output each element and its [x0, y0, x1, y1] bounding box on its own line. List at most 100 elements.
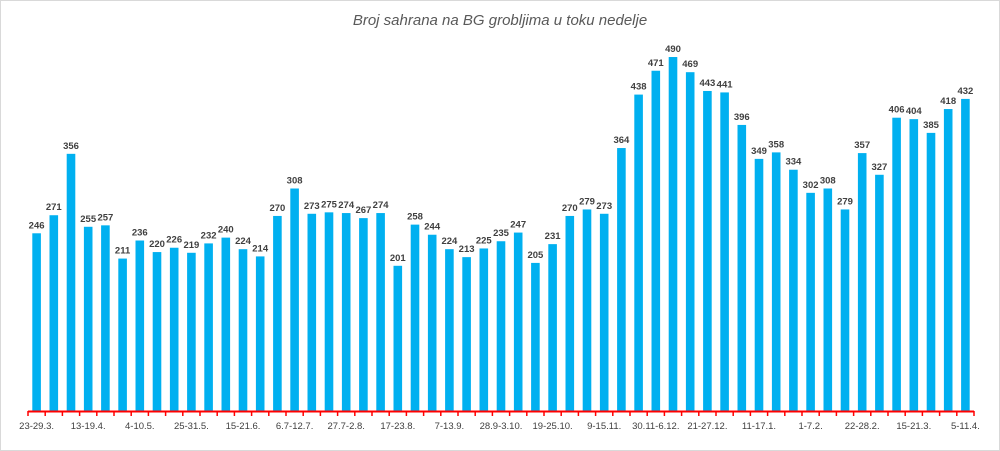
bar — [410, 224, 420, 411]
x-tick-label: 4-10.5. — [125, 421, 155, 432]
bar-value-label: 273 — [304, 201, 320, 212]
bar-value-label: 406 — [889, 105, 905, 116]
bar-value-label: 441 — [717, 79, 734, 90]
x-tick-label: 7-13.9. — [435, 421, 465, 432]
bar-value-label: 267 — [355, 205, 371, 216]
bar — [427, 234, 437, 411]
bar-value-label: 224 — [235, 236, 252, 247]
bar-value-label: 404 — [906, 106, 923, 117]
x-tick-label: 17-23.8. — [380, 421, 415, 432]
bar — [66, 153, 76, 411]
bar — [582, 209, 592, 411]
bar — [771, 152, 781, 411]
bar-value-label: 438 — [631, 82, 647, 93]
bar-value-label: 224 — [441, 236, 458, 247]
bar-value-label: 236 — [132, 228, 148, 239]
bar-value-label: 279 — [837, 196, 853, 207]
bar-value-label: 270 — [562, 203, 578, 214]
bar — [204, 243, 213, 411]
bar-value-label: 258 — [407, 212, 423, 223]
bar — [324, 212, 334, 411]
bar — [634, 94, 643, 411]
x-tick-label: 13-19.4. — [71, 421, 106, 432]
bar-value-label: 274 — [373, 200, 390, 211]
bar-value-label: 211 — [115, 246, 131, 257]
bar-value-label: 235 — [493, 228, 510, 239]
bar-value-label: 356 — [63, 141, 79, 152]
bar — [617, 148, 626, 412]
x-axis — [27, 410, 975, 416]
bar — [307, 213, 317, 411]
bar — [513, 232, 523, 411]
bar — [599, 213, 609, 411]
bar-value-label: 275 — [321, 199, 338, 210]
x-tick-label: 23-29.3. — [19, 421, 54, 432]
bar-value-label: 364 — [613, 135, 630, 146]
bar-value-label: 244 — [424, 222, 441, 233]
x-tick-label: 30.11-6.12. — [632, 421, 679, 432]
x-tick-labels-layer: 23-29.3. 13-19.4. 4-10.5. 25-31.5. 15-21.6. 6… — [19, 421, 980, 432]
bar — [32, 233, 41, 411]
bar-value-label: 213 — [459, 244, 475, 255]
x-tick-label: 6.7-12.7. — [276, 421, 314, 432]
bar — [651, 70, 661, 411]
bar — [943, 109, 953, 411]
bar — [961, 98, 970, 412]
x-tick-label: 5-11.4. — [951, 421, 980, 432]
x-tick-label: 28.9-3.10. — [480, 421, 523, 432]
bar-value-label: 255 — [80, 214, 97, 225]
bar — [479, 248, 489, 411]
bar — [840, 209, 850, 411]
bar — [565, 215, 575, 411]
bar — [496, 241, 506, 411]
x-tick-label: 9-15.11. — [587, 421, 621, 432]
bar-value-label: 334 — [785, 157, 802, 168]
bar — [823, 188, 833, 411]
bar — [531, 262, 540, 411]
bars-layer — [32, 57, 970, 412]
bar-value-label: 327 — [871, 162, 887, 173]
bar — [668, 57, 678, 412]
bar — [548, 244, 557, 411]
x-tick-label: 22-28.2. — [845, 421, 880, 432]
bar — [703, 90, 712, 411]
bar-value-label: 396 — [734, 112, 750, 123]
bar — [685, 72, 695, 411]
bar — [152, 252, 162, 411]
bar — [118, 258, 127, 411]
bar — [169, 247, 179, 411]
bar-value-label: 274 — [338, 200, 355, 211]
bar-value-label: 201 — [390, 253, 407, 264]
bar — [909, 119, 919, 412]
bar-value-label: 308 — [287, 176, 303, 187]
bar-value-label: 220 — [149, 239, 165, 250]
bar — [857, 153, 867, 411]
bar — [101, 225, 110, 411]
bar-value-label: 349 — [751, 146, 767, 157]
x-tick-label: 11-17.1. — [742, 421, 776, 432]
bar — [290, 188, 299, 411]
bar — [892, 117, 901, 412]
bar-value-label: 385 — [923, 120, 940, 131]
x-tick-label: 25-31.5. — [174, 421, 209, 432]
bar-value-label: 273 — [596, 201, 612, 212]
bar — [789, 169, 798, 411]
bar-value-label: 226 — [166, 235, 182, 246]
bar-value-label: 490 — [665, 44, 681, 55]
bar — [393, 265, 403, 411]
x-tick-label: 1-7.2. — [798, 421, 822, 432]
bar — [255, 256, 265, 411]
x-tick-label: 27.7-2.8. — [327, 421, 365, 432]
bar-value-label: 469 — [682, 59, 698, 70]
bar-value-label: 418 — [940, 96, 956, 107]
bar-value-label: 279 — [579, 196, 595, 207]
bar — [359, 218, 368, 411]
bar — [720, 92, 729, 412]
bar — [737, 124, 747, 412]
bar-value-label: 308 — [820, 176, 836, 187]
bar-value-label: 357 — [854, 140, 870, 151]
bar — [445, 249, 454, 411]
bar — [462, 257, 471, 411]
bar — [83, 226, 93, 411]
